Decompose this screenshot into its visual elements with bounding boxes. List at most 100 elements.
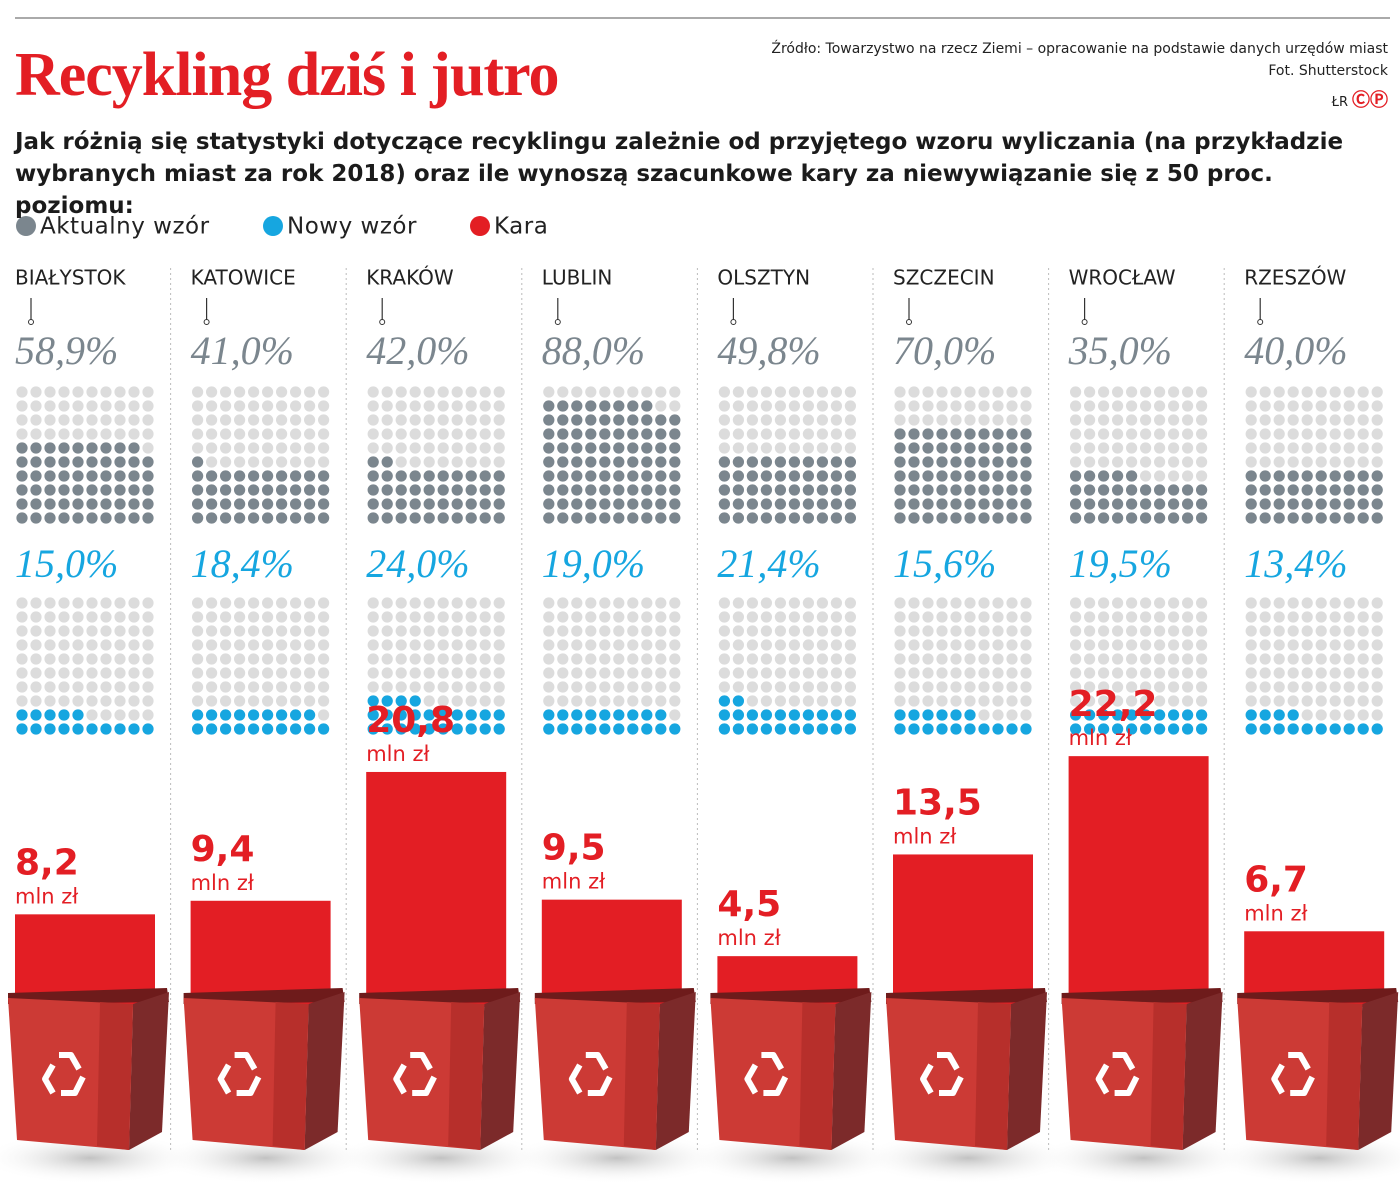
waffle-empty-dot [936, 653, 948, 665]
waffle-empty-dot [381, 681, 393, 693]
waffle-empty-dot [1140, 386, 1152, 398]
waffle-empty-dot [248, 611, 260, 623]
waffle-empty-dot [437, 667, 449, 679]
waffle-empty-dot [1182, 400, 1194, 412]
bin-front-shade [1326, 1002, 1363, 1150]
waffle-dot [234, 470, 246, 482]
waffle-dot [423, 709, 435, 721]
waffle-empty-dot [830, 400, 843, 412]
waffle-empty-dot [304, 597, 316, 609]
waffle-empty-dot [1084, 639, 1096, 651]
waffle-dot [908, 723, 920, 735]
waffle-dot [1287, 470, 1299, 482]
waffle-empty-dot [367, 611, 379, 623]
waffle-dot [718, 456, 731, 468]
waffle-empty-dot [1182, 456, 1194, 468]
waffle-empty-dot [409, 625, 421, 637]
waffle-empty-dot [262, 456, 274, 468]
waffle-empty-dot [304, 639, 316, 651]
waffle-empty-dot [142, 695, 154, 707]
waffle-dot [493, 723, 505, 735]
waffle-dot [395, 723, 407, 735]
recycle-icon [217, 1052, 262, 1096]
waffle-dot [746, 456, 759, 468]
waffle-empty-dot [465, 428, 477, 440]
waffle-empty-dot [718, 400, 731, 412]
waffle-dot [922, 498, 934, 510]
waffle-empty-dot [395, 456, 407, 468]
waffle-dot [908, 484, 920, 496]
waffle-dot [234, 484, 246, 496]
waffle-empty-dot [479, 653, 491, 665]
waffle-empty-dot [830, 625, 843, 637]
waffle-empty-dot [1273, 597, 1285, 609]
waffle-empty-dot [234, 597, 246, 609]
waffle-dot [908, 709, 920, 721]
waffle-dot [395, 484, 407, 496]
waffle-dot [381, 484, 393, 496]
waffle-dot [1168, 709, 1180, 721]
waffle-empty-dot [234, 639, 246, 651]
waffle-empty-dot [1357, 442, 1369, 454]
waffle-empty-dot [760, 681, 773, 693]
waffle-dot [669, 498, 681, 510]
waffle-empty-dot [220, 414, 232, 426]
waffle-dot [655, 512, 667, 524]
waffle-empty-dot [543, 681, 555, 693]
waffle-empty-dot [992, 414, 1004, 426]
waffle-dot [557, 484, 569, 496]
waffle-dot [732, 709, 745, 721]
waffle-dot [908, 428, 920, 440]
waffle-empty-dot [16, 667, 28, 679]
waffle-dot [451, 512, 463, 524]
waffle-dot [248, 470, 260, 482]
waffle-empty-dot [30, 639, 42, 651]
waffle-empty-dot [1168, 386, 1180, 398]
waffle-dot [894, 498, 906, 510]
waffle-dot [304, 512, 316, 524]
bin-shadow [858, 1132, 1078, 1184]
waffle-empty-dot [1371, 442, 1383, 454]
waffle-empty-dot [788, 386, 801, 398]
waffle-dot [746, 484, 759, 496]
current-value-label: 41,0% [191, 328, 294, 373]
waffle-empty-dot [1182, 442, 1194, 454]
waffle-dot [114, 484, 126, 496]
waffle-dot [655, 709, 667, 721]
waffle-dot [1084, 498, 1096, 510]
waffle-empty-dot [894, 667, 906, 679]
waffle-empty-dot [290, 625, 302, 637]
waffle-empty-dot [1126, 639, 1138, 651]
waffle-dot [894, 709, 906, 721]
waffle-empty-dot [30, 681, 42, 693]
waffle-empty-dot [409, 428, 421, 440]
waffle-empty-dot [423, 414, 435, 426]
waffle-dot [950, 428, 962, 440]
waffle-empty-dot [669, 695, 681, 707]
waffle-dot [248, 498, 260, 510]
waffle-empty-dot [409, 456, 421, 468]
waffle-empty-dot [30, 386, 42, 398]
waffle-empty-dot [409, 400, 421, 412]
waffle-empty-dot [304, 625, 316, 637]
waffle-empty-dot [830, 653, 843, 665]
waffle-dot [58, 442, 70, 454]
waffle-empty-dot [304, 442, 316, 454]
waffle-dot [992, 442, 1004, 454]
waffle-empty-dot [206, 597, 218, 609]
waffle-dot [318, 512, 330, 524]
waffle-empty-dot [1315, 639, 1327, 651]
waffle-empty-dot [585, 386, 597, 398]
waffle-dot [1343, 484, 1355, 496]
waffle-dot [72, 442, 84, 454]
waffle-dot [1371, 723, 1383, 735]
waffle-empty-dot [1182, 653, 1194, 665]
waffle-dot [128, 470, 140, 482]
waffle-dot [641, 512, 653, 524]
waffle-empty-dot [1371, 695, 1383, 707]
waffle-dot [30, 484, 42, 496]
waffle-dot [86, 470, 98, 482]
waffle-empty-dot [1140, 414, 1152, 426]
waffle-dot [451, 470, 463, 482]
waffle-empty-dot [262, 386, 274, 398]
